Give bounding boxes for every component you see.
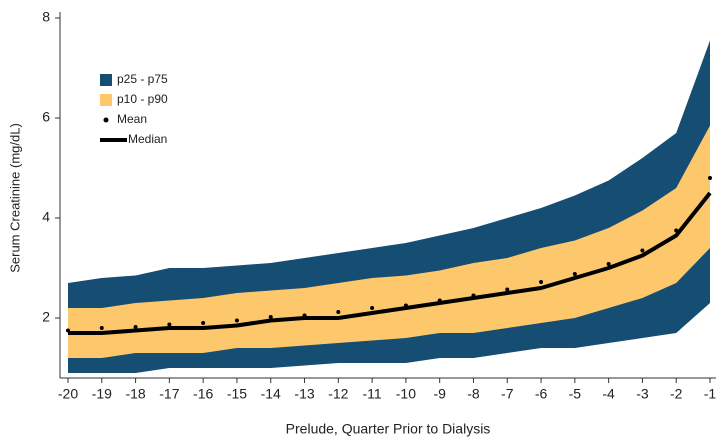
mean-dot bbox=[606, 262, 611, 266]
x-tick-label: -15 bbox=[227, 386, 247, 402]
x-tick-label: -18 bbox=[125, 386, 145, 402]
x-tick-label: -19 bbox=[92, 386, 112, 402]
y-tick-label: 2 bbox=[42, 309, 50, 325]
legend-swatch bbox=[103, 117, 109, 123]
x-axis-title: Prelude, Quarter Prior to Dialysis bbox=[286, 421, 491, 437]
legend-swatch bbox=[100, 74, 112, 86]
y-tick-label: 4 bbox=[42, 209, 50, 225]
y-axis-title: Serum Creatinine (mg/dL) bbox=[7, 123, 22, 273]
mean-dot bbox=[99, 326, 104, 330]
x-tick-label: -13 bbox=[294, 386, 314, 402]
mean-dot bbox=[336, 310, 341, 314]
mean-dot bbox=[201, 321, 206, 325]
x-tick-label: -17 bbox=[159, 386, 179, 402]
median-line bbox=[68, 191, 712, 335]
mean-dot bbox=[133, 325, 138, 329]
legend-label: p10 - p90 bbox=[117, 92, 168, 106]
x-tick-label: -8 bbox=[467, 386, 480, 402]
x-tick-label: -6 bbox=[535, 386, 548, 402]
legend-label: Median bbox=[128, 132, 167, 146]
y-tick-label: 8 bbox=[42, 9, 50, 25]
x-tick-label: -7 bbox=[501, 386, 514, 402]
mean-dot bbox=[370, 306, 375, 310]
mean-dot bbox=[167, 322, 172, 327]
legend-swatch bbox=[100, 94, 112, 106]
x-tick-label: -10 bbox=[396, 386, 416, 402]
x-tick-label: -5 bbox=[569, 386, 582, 402]
x-tick-label: -1 bbox=[704, 386, 717, 402]
x-tick-label: -20 bbox=[58, 386, 78, 402]
mean-dot bbox=[640, 248, 645, 253]
legend-label: Mean bbox=[117, 112, 147, 126]
mean-dot bbox=[505, 287, 510, 292]
mean-dot bbox=[572, 272, 577, 276]
x-tick-label: -9 bbox=[433, 386, 446, 402]
x-tick-label: -12 bbox=[328, 386, 348, 402]
x-tick-label: -11 bbox=[363, 386, 382, 402]
x-tick-label: -4 bbox=[602, 386, 615, 402]
mean-dot bbox=[234, 318, 239, 323]
x-tick-label: -14 bbox=[261, 386, 281, 402]
mean-dot bbox=[268, 315, 273, 319]
x-tick-label: -2 bbox=[670, 386, 683, 402]
mean-dot bbox=[539, 280, 544, 284]
x-tick-label: -16 bbox=[193, 386, 213, 402]
legend-label: p25 - p75 bbox=[117, 72, 168, 86]
y-tick-label: 6 bbox=[42, 109, 50, 125]
band bbox=[68, 125, 710, 358]
mean-dot bbox=[708, 176, 712, 180]
x-tick-label: -3 bbox=[636, 386, 649, 402]
